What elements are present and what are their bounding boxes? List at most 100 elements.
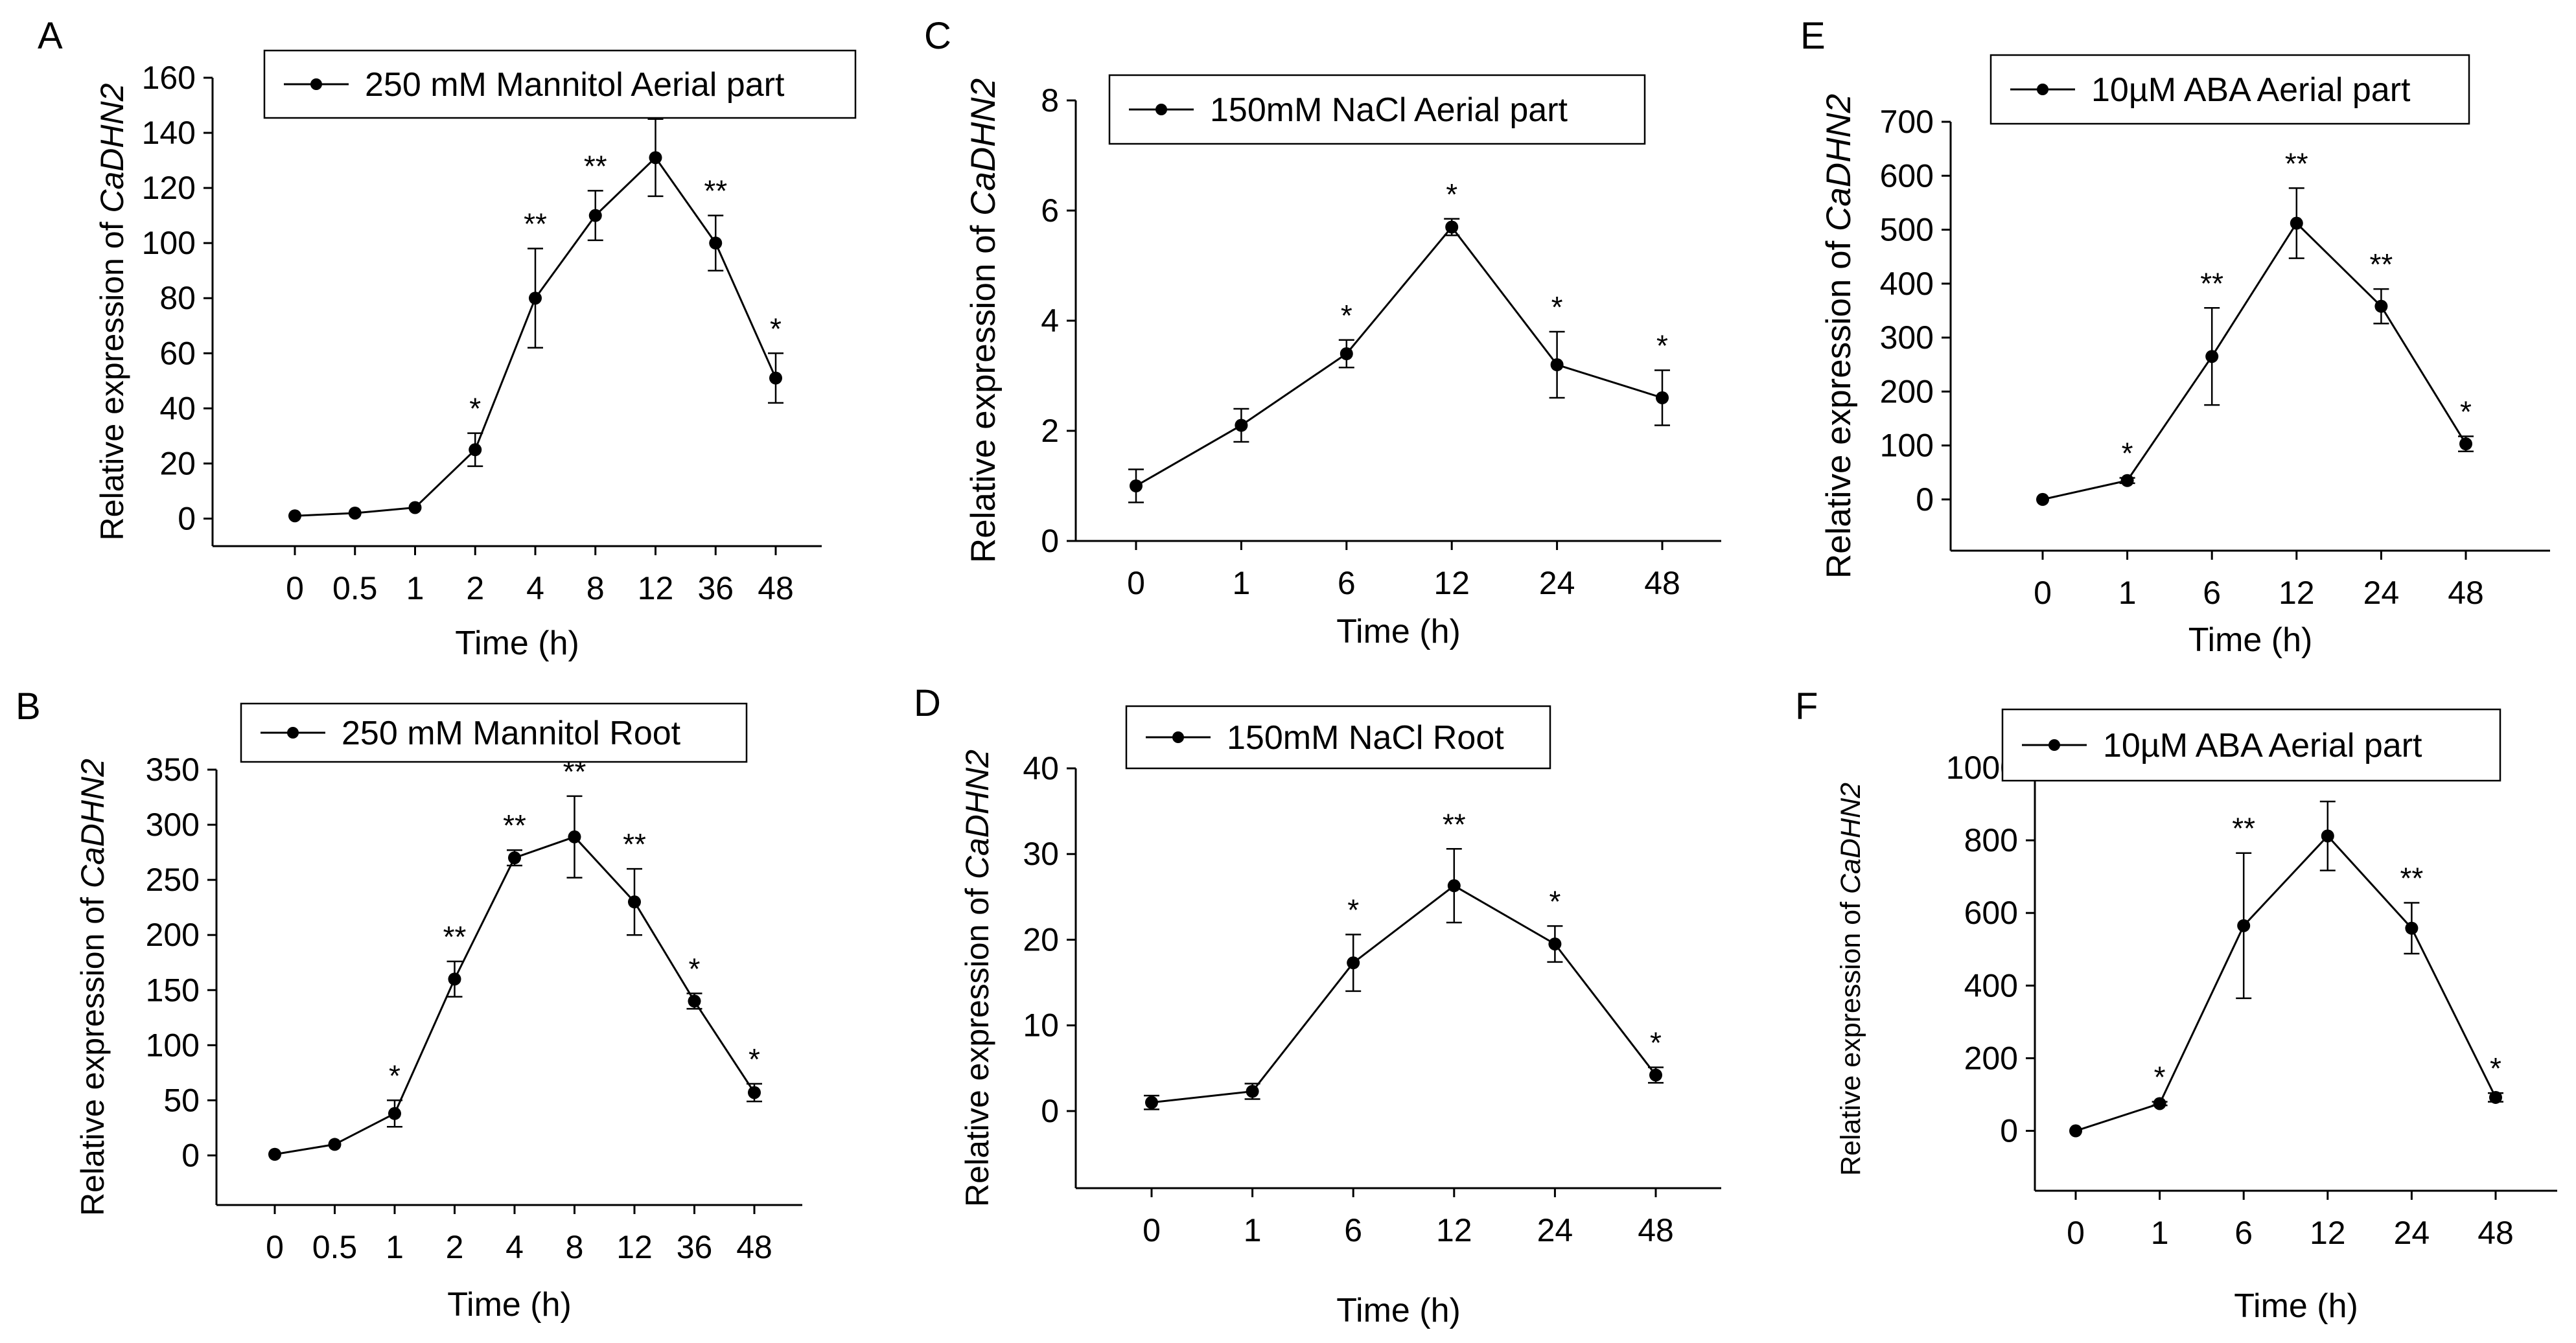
- legend-marker: [310, 78, 322, 90]
- x-axis-title: Time (h): [1336, 1292, 1461, 1329]
- x-tick-label: 48: [2448, 575, 2484, 611]
- legend-marker: [287, 727, 299, 739]
- y-axis-title: Relative expression of CaDHN2: [94, 83, 130, 540]
- legend-marker: [2048, 739, 2060, 751]
- significance-marker: **: [524, 207, 547, 241]
- x-tick-label: 12: [1433, 565, 1470, 601]
- significance-marker: *: [1341, 299, 1352, 332]
- x-tick-label: 48: [736, 1229, 772, 1265]
- y-tick-label: 0: [2000, 1113, 2018, 1149]
- x-tick-label: 8: [566, 1229, 584, 1265]
- data-point: [1130, 479, 1143, 492]
- data-point: [448, 972, 461, 986]
- data-point: [2205, 350, 2219, 363]
- data-point: [2489, 1090, 2502, 1104]
- x-tick-label: 1: [386, 1229, 404, 1265]
- data-point: [2237, 919, 2251, 932]
- data-point: [2036, 492, 2049, 506]
- legend-label: 10µM ABA Aerial part: [2091, 71, 2411, 109]
- y-tick-label: 40: [159, 390, 196, 426]
- significance-marker: *: [1549, 884, 1561, 918]
- y-axis-title-gene: CaDHN2: [1835, 783, 1866, 894]
- x-tick-label: 0: [266, 1229, 284, 1265]
- x-tick-label: 12: [616, 1229, 653, 1265]
- x-tick-label: 0: [2034, 575, 2052, 611]
- y-tick-label: 400: [1964, 967, 2018, 1004]
- y-axis-title-gene: CaDHN2: [964, 78, 1003, 216]
- x-tick-label: 12: [2310, 1215, 2346, 1251]
- x-tick-label: 24: [1539, 565, 1575, 601]
- y-tick-label: 150: [146, 972, 200, 1008]
- y-tick-label: 2: [1041, 413, 1059, 449]
- data-point: [328, 1138, 342, 1151]
- legend-label: 150mM NaCl Aerial part: [1210, 91, 1568, 129]
- y-axis-title-gene: CaDHN2: [94, 83, 130, 212]
- y-tick-label: 6: [1041, 192, 1059, 229]
- y-tick-label: 100: [1880, 428, 1934, 464]
- y-axis-title: Relative expression of CaDHN2: [1820, 94, 1858, 579]
- legend: 150mM NaCl Aerial part: [1108, 74, 1646, 145]
- y-tick-label: 4: [1041, 303, 1059, 339]
- x-tick-label: 2: [446, 1229, 464, 1265]
- x-tick-label: 12: [1436, 1212, 1472, 1248]
- y-tick-label: 200: [1880, 373, 1934, 409]
- y-tick-label: 600: [1964, 895, 2018, 931]
- x-tick-label: 0: [1127, 565, 1145, 601]
- y-tick-label: 20: [1023, 921, 1059, 958]
- y-axis-title: Relative expression of CaDHN2: [1835, 783, 1866, 1176]
- y-tick-label: 400: [1880, 266, 1934, 302]
- data-point: [2321, 829, 2334, 843]
- panel-label: A: [38, 15, 63, 57]
- panel-e: E 0 100 200 300 400 500 600 700 0 1 6 12 24 48 Time (h)…: [1800, 15, 2550, 659]
- x-tick-label: 4: [505, 1229, 524, 1265]
- significance-marker: *: [1347, 893, 1359, 927]
- y-tick-label: 8: [1041, 82, 1059, 119]
- x-tick-label: 0: [1143, 1212, 1161, 1248]
- data-point: [408, 501, 422, 514]
- significance-marker: *: [389, 1059, 400, 1092]
- legend-marker: [1155, 104, 1167, 115]
- y-axis-title-prefix: Relative expression of: [964, 216, 1003, 563]
- x-tick-label: 12: [2279, 575, 2315, 611]
- legend-label: 250 mM Mannitol Aerial part: [365, 66, 785, 104]
- series-line: [1151, 884, 1657, 1104]
- data-point: [508, 851, 521, 865]
- legend-marker: [1172, 731, 1184, 743]
- x-tick-label: 8: [586, 570, 605, 606]
- y-tick-label: 300: [146, 807, 200, 843]
- data-point: [1235, 419, 1248, 432]
- y-tick-label: 80: [159, 280, 196, 316]
- x-tick-label: 1: [1244, 1212, 1262, 1248]
- x-tick-label: 0: [2067, 1215, 2085, 1251]
- x-tick-label: 48: [2477, 1215, 2514, 1251]
- y-tick-label: 700: [1880, 104, 1934, 140]
- x-tick-label: 1: [406, 570, 424, 606]
- legend: 250 mM Mannitol Root: [240, 702, 748, 763]
- x-tick-label: 36: [697, 570, 734, 606]
- legend: 10µM ABA Aerial part: [1990, 54, 2470, 125]
- x-tick-label: 0.5: [312, 1229, 358, 1265]
- significance-marker: **: [704, 174, 727, 208]
- significance-marker: *: [1446, 178, 1457, 211]
- data-point: [748, 1086, 761, 1099]
- y-tick-label: 0: [1916, 481, 1934, 518]
- significance-marker: **: [2285, 146, 2308, 180]
- x-tick-label: 48: [1638, 1212, 1674, 1248]
- y-tick-label: 0: [1041, 523, 1059, 559]
- legend-label: 150mM NaCl Root: [1227, 719, 1504, 757]
- significance-marker: *: [2122, 437, 2133, 470]
- y-axis-title-gene: CaDHN2: [959, 750, 995, 879]
- significance-marker: *: [1650, 1026, 1662, 1060]
- significance-marker: *: [2154, 1061, 2166, 1094]
- y-tick-label: 600: [1880, 157, 1934, 194]
- data-point: [688, 994, 701, 1008]
- significance-marker: **: [623, 827, 646, 861]
- data-point: [2405, 921, 2419, 935]
- data-point: [1445, 220, 1459, 234]
- data-point: [1340, 347, 1353, 360]
- y-axis-title-prefix: Relative expression of: [75, 888, 111, 1216]
- panel-d: D 0 10 20 30 40 0 1 6 12 24 48 Time (h) Relative expr…: [914, 682, 1721, 1329]
